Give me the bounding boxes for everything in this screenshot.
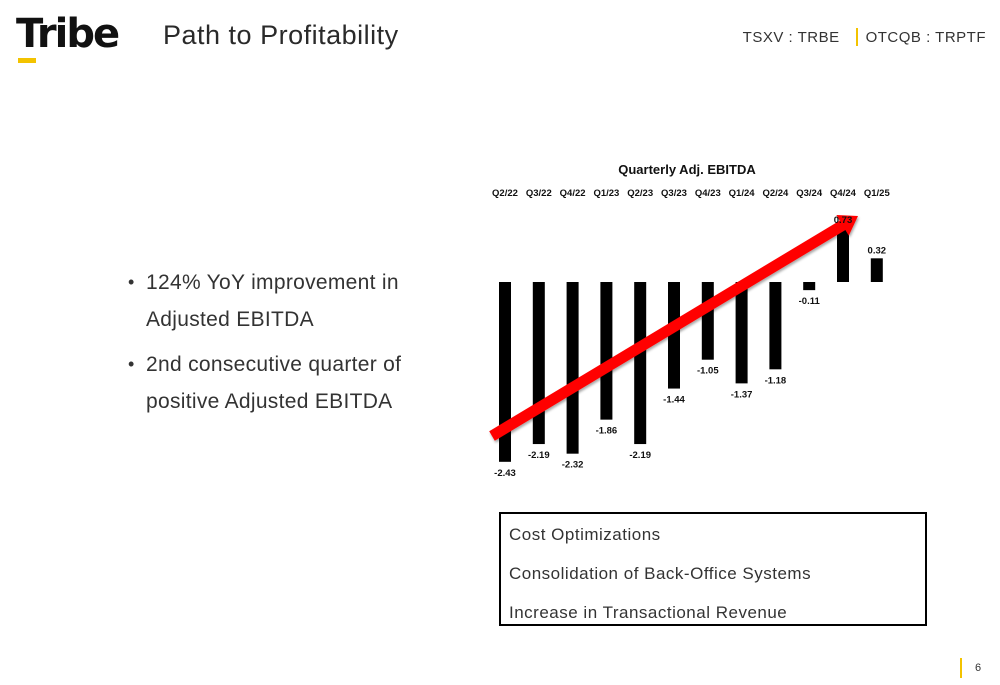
bar [566,282,579,454]
x-tick-label: Q3/22 [526,188,552,199]
x-tick-label: Q1/25 [864,188,891,199]
bars-layer [499,227,883,462]
ticker-otc: OTCQB : TRPTF [865,29,986,46]
driver-item: Increase in Transactional Revenue [509,603,788,622]
logo-text: Tribe [16,11,120,57]
chart-title: Quarterly Adj. EBITDA [618,162,756,177]
drivers-box: Cost Optimizations Consolidation of Back… [499,512,927,626]
bar [701,282,714,360]
bar [837,227,849,282]
x-tick-label: Q2/24 [762,188,789,199]
tribe-logo: Tribe [16,11,120,63]
bar [735,282,748,384]
bar [870,258,883,282]
page-number-bar [960,658,962,678]
bar [634,282,647,445]
data-label: -2.43 [494,468,516,479]
driver-item: Consolidation of Back-Office Systems [509,564,812,583]
x-tick-label: Q2/22 [492,188,518,199]
bar [668,282,680,389]
data-label: -2.32 [562,460,584,471]
data-label: -2.19 [629,450,651,461]
x-tick-label: Q3/23 [661,188,687,199]
data-label: -1.05 [697,366,719,377]
bullet-list: 124% YoY improvement in Adjusted EBITDA … [128,264,428,428]
data-label: 0.32 [868,245,887,256]
bar [499,282,511,462]
x-tick-label: Q1/24 [729,188,756,199]
trend-arrow-layer [489,215,858,441]
x-tick-label: Q4/22 [560,188,586,199]
bar [532,282,545,445]
x-tick-label: Q1/23 [593,188,619,199]
x-tick-label: Q4/24 [830,188,857,199]
data-label: -2.19 [528,450,550,461]
x-tick-label: Q4/23 [695,188,721,199]
bullet-item: 2nd consecutive quarter of positive Adju… [128,346,428,420]
ticker-separator [855,28,858,46]
bar [769,282,782,370]
page-title: Path to Profitability [163,20,399,50]
bar [803,282,816,291]
x-tick-label: Q3/24 [796,188,823,199]
x-tick-label: Q2/23 [627,188,653,199]
data-label: -1.86 [596,426,618,437]
page-number: 6 [975,662,982,674]
logo-accent-bar [18,58,36,63]
data-label: -0.11 [799,296,821,307]
bullet-item: 124% YoY improvement in Adjusted EBITDA [128,264,428,338]
data-label: 0.73 [834,215,853,226]
data-label: -1.37 [731,389,753,400]
driver-item: Cost Optimizations [509,525,661,544]
data-label: -1.44 [663,395,685,406]
ticker-symbols: TSXV : TRBE OTCQB : TRPTF [743,28,986,46]
labels-layer: Q2/22 -2.43 Q3/22 -2.19 Q4/22 -2.32 Q1/23 -1.86… [492,188,890,479]
data-label: -1.18 [765,375,787,386]
bar [600,282,613,420]
ebitda-chart: Quarterly Adj. EBITDA Q2/22 -2.43 Q3/22 -2.… [489,162,890,479]
trend-arrow [489,215,858,441]
ticker-tsxv: TSXV : TRBE [742,29,840,46]
